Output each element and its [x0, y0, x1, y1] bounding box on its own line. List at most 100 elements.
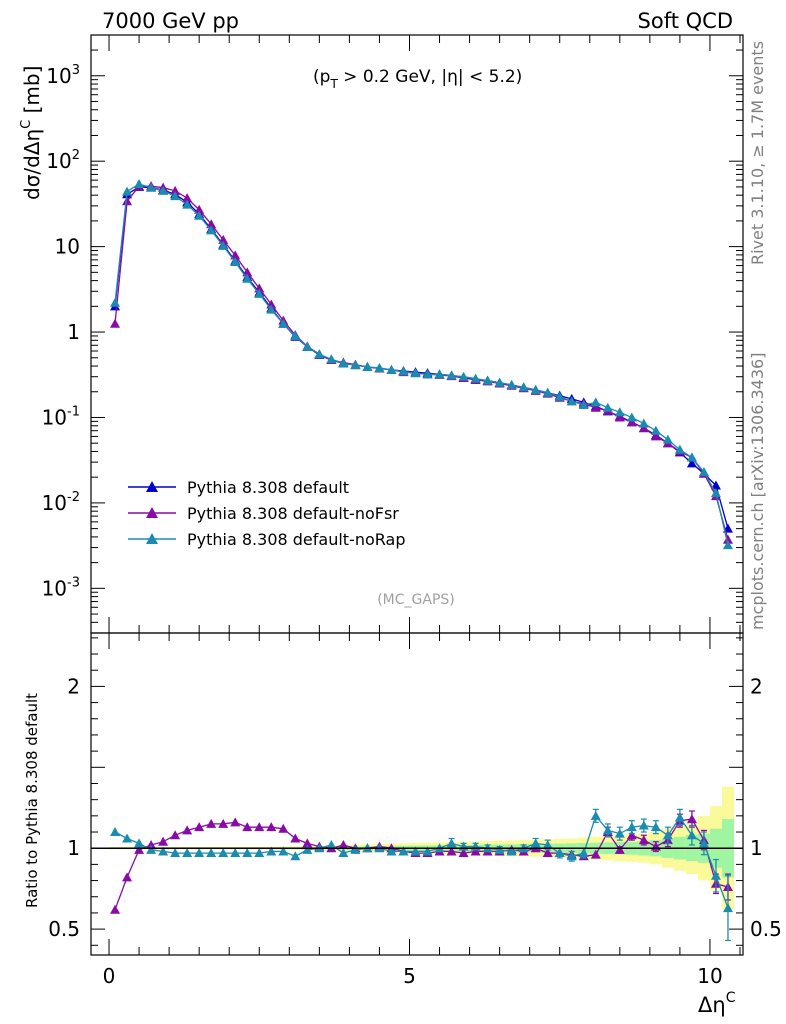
- ratio-0-marker: [206, 818, 217, 828]
- series-2-marker: [590, 397, 601, 407]
- series-2-marker: [302, 341, 313, 351]
- legend-label: Pythia 8.308 default: [187, 478, 349, 497]
- ratio-line-0: [114, 818, 729, 910]
- ratio-0-marker: [158, 836, 169, 846]
- ratio-1-marker: [386, 846, 397, 856]
- series-2-marker: [554, 391, 565, 401]
- ratio-y-label-left: 2: [67, 674, 80, 698]
- series-1-marker: [122, 196, 133, 206]
- ratio-1-marker: [722, 903, 733, 913]
- series-2-marker: [290, 330, 301, 340]
- series-line-2: [114, 183, 729, 546]
- series-2-marker: [494, 377, 505, 387]
- ratio-1-marker: [266, 846, 277, 856]
- ratio-1-marker: [446, 838, 457, 848]
- ratio-1-marker: [230, 848, 241, 858]
- ratio-1-marker: [122, 833, 133, 843]
- series-1-marker: [218, 234, 229, 244]
- series-2-marker: [662, 434, 673, 444]
- series-2-marker: [638, 418, 649, 428]
- ratio-1-marker: [326, 839, 337, 849]
- series-2-marker: [242, 273, 253, 283]
- y-label-unit: [mb]: [20, 66, 44, 120]
- y-tick-label: 1: [67, 320, 80, 344]
- ratio-0-marker: [614, 844, 625, 854]
- legend-marker: [146, 533, 158, 544]
- ratio-1-marker: [350, 844, 361, 854]
- ratio-0-marker: [542, 848, 553, 858]
- series-2-marker: [566, 396, 577, 406]
- x-label-main: Δη: [698, 993, 726, 1017]
- y-tick-label: 10-2: [42, 490, 80, 515]
- series-2-marker: [206, 225, 217, 235]
- ratio-1-marker: [494, 844, 505, 854]
- series-1-marker: [590, 402, 601, 412]
- ratio-0-marker: [194, 822, 205, 832]
- series-1-marker: [110, 318, 121, 328]
- series-1-marker: [626, 417, 637, 427]
- series-2-marker: [146, 182, 157, 192]
- ratio-1-marker: [254, 848, 265, 858]
- ratio-1-marker: [338, 848, 349, 858]
- series-2-marker: [110, 297, 121, 307]
- ratio-1-marker: [170, 848, 181, 858]
- ratio-0-marker: [338, 839, 349, 849]
- ratio-1-marker: [554, 848, 565, 858]
- ratio-1-marker: [650, 822, 661, 832]
- series-2-marker: [134, 179, 145, 189]
- top-series: [110, 179, 733, 550]
- series-1-marker: [182, 193, 193, 203]
- series-2-marker: [122, 186, 133, 196]
- ratio-1-marker: [302, 844, 313, 854]
- series-2-marker: [386, 364, 397, 374]
- series-1-marker: [170, 185, 181, 195]
- ratio-1-marker: [530, 838, 541, 848]
- y-tick-label: 10-1: [42, 404, 80, 429]
- series-2-marker: [482, 375, 493, 385]
- ratio-1-marker: [410, 846, 421, 856]
- ratio-1-marker: [422, 846, 433, 856]
- rivet-label: Rivet 3.1.10, ≥ 1.7M events: [748, 41, 767, 265]
- series-1-marker: [230, 250, 241, 260]
- ratio-1-marker: [146, 844, 157, 854]
- series-2-marker: [674, 444, 685, 454]
- ratio-0-marker: [290, 833, 301, 843]
- top-ticks: 10-3 10-2 10-1 1 10 102 103: [42, 34, 743, 634]
- series-2-marker: [374, 362, 385, 372]
- bottom-series: [91, 808, 743, 942]
- series-2-marker: [506, 379, 517, 389]
- series-0-marker: [686, 458, 697, 468]
- series-2-marker: [410, 368, 421, 378]
- ratio-1-marker: [158, 846, 169, 856]
- ratio-1-marker: [194, 848, 205, 858]
- series-2-marker: [518, 382, 529, 392]
- series-2-marker: [458, 371, 469, 381]
- series-2-marker: [254, 288, 265, 298]
- ratio-0-marker: [122, 872, 133, 882]
- series-2-marker: [398, 366, 409, 376]
- ratio-0-marker: [170, 830, 181, 840]
- bottom-ticks: 0.5 0.5 1 1 2 2 0 5 10: [48, 633, 782, 988]
- series-1-marker: [242, 267, 253, 277]
- series-2-marker: [434, 369, 445, 379]
- series-2-marker: [650, 425, 661, 435]
- series-2-marker: [722, 540, 733, 550]
- series-2-marker: [338, 358, 349, 368]
- series-2-marker: [530, 384, 541, 394]
- series-2-marker: [182, 199, 193, 209]
- ratio-1-marker: [578, 848, 589, 858]
- ratio-0-marker: [458, 848, 469, 858]
- series-2-marker: [578, 399, 589, 409]
- ratio-0-marker: [134, 844, 145, 854]
- y-tick-label: 10-3: [42, 575, 80, 600]
- series-2-marker: [602, 402, 613, 412]
- series-2-marker: [626, 412, 637, 422]
- ratio-1-marker: [662, 830, 673, 840]
- ratio-0-marker: [278, 823, 289, 833]
- ratio-1-marker: [626, 822, 637, 832]
- ratio-y-label-left: 0.5: [48, 917, 80, 941]
- series-1-marker: [614, 412, 625, 422]
- series-2-marker: [362, 361, 373, 371]
- energy-label: 7000 GeV pp: [102, 9, 239, 33]
- ratio-1-marker: [614, 828, 625, 838]
